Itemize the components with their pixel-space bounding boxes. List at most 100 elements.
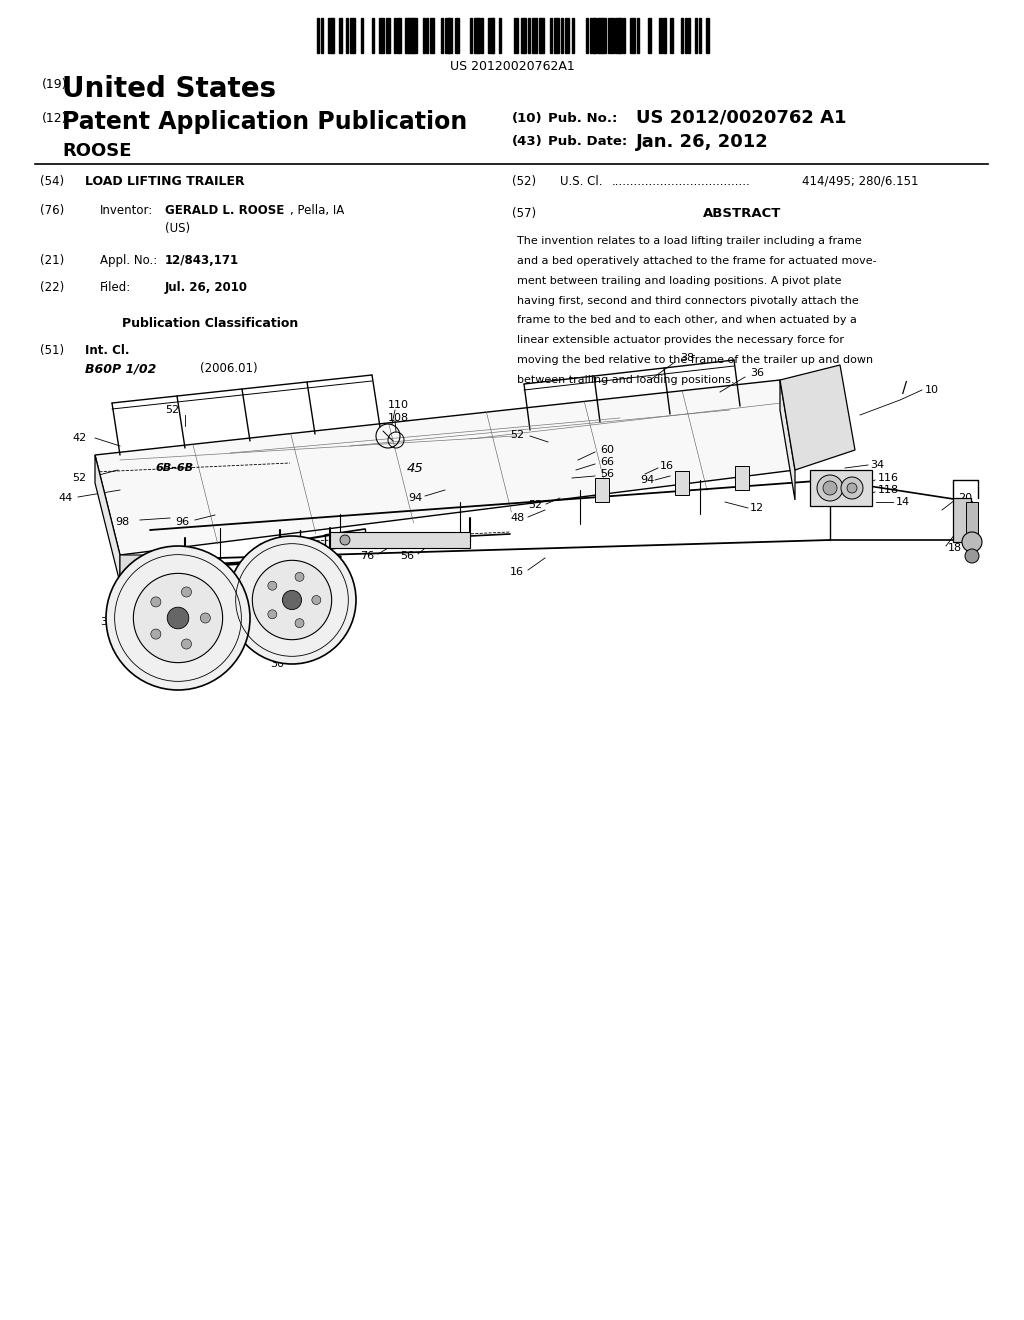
Text: 110: 110 <box>388 400 409 411</box>
Bar <box>659 18 662 53</box>
Bar <box>688 18 690 53</box>
Bar <box>386 18 390 53</box>
Text: 52: 52 <box>165 405 179 414</box>
Text: 44: 44 <box>58 492 73 503</box>
Text: 18: 18 <box>948 543 963 553</box>
Bar <box>670 18 673 53</box>
Text: Publication Classification: Publication Classification <box>122 317 298 330</box>
Bar <box>707 18 709 53</box>
Circle shape <box>268 610 276 619</box>
Bar <box>685 18 687 53</box>
Text: 52: 52 <box>528 500 542 510</box>
Text: .....................................: ..................................... <box>612 176 751 187</box>
Text: (52): (52) <box>512 176 537 187</box>
Text: B60P 1/02: B60P 1/02 <box>85 362 157 375</box>
Text: (22): (22) <box>40 281 65 294</box>
Bar <box>601 18 605 53</box>
Text: /: / <box>902 380 907 396</box>
Text: , Pella, IA: , Pella, IA <box>290 203 344 216</box>
Text: LOAD LIFTING TRAILER: LOAD LIFTING TRAILER <box>85 176 245 187</box>
Text: 118: 118 <box>878 484 899 495</box>
Bar <box>554 18 557 53</box>
Bar <box>648 18 650 53</box>
Bar <box>456 18 459 53</box>
Bar <box>412 18 417 53</box>
Bar <box>597 18 601 53</box>
Bar <box>663 18 667 53</box>
Polygon shape <box>95 380 795 554</box>
Text: GERALD L. ROOSE: GERALD L. ROOSE <box>165 203 285 216</box>
Bar <box>423 18 425 53</box>
Text: 98: 98 <box>115 517 129 527</box>
Bar <box>594 18 596 53</box>
Text: (21): (21) <box>40 255 65 267</box>
Text: 52: 52 <box>72 473 86 483</box>
Circle shape <box>151 597 161 607</box>
Text: 16: 16 <box>510 568 524 577</box>
Text: 34: 34 <box>870 459 884 470</box>
Text: 36: 36 <box>750 368 764 378</box>
Bar <box>514 18 518 53</box>
Bar <box>317 18 319 53</box>
Bar <box>330 532 470 548</box>
Text: Patent Application Publication: Patent Application Publication <box>62 110 467 135</box>
Circle shape <box>268 581 276 590</box>
Bar <box>810 470 872 506</box>
Text: 76: 76 <box>360 550 374 561</box>
Bar <box>531 18 537 53</box>
Text: Inventor:: Inventor: <box>100 203 154 216</box>
Text: 48: 48 <box>510 513 524 523</box>
Bar <box>637 18 639 53</box>
Text: 42: 42 <box>72 433 86 444</box>
Text: ROOSE: ROOSE <box>62 143 131 160</box>
Circle shape <box>167 607 188 628</box>
Text: Pub. No.:: Pub. No.: <box>548 112 617 125</box>
Text: United States: United States <box>62 75 276 103</box>
Text: 66: 66 <box>600 457 614 467</box>
Bar <box>474 18 478 53</box>
Circle shape <box>847 483 857 492</box>
Circle shape <box>151 630 161 639</box>
Bar <box>393 18 396 53</box>
Bar <box>620 18 622 53</box>
Bar <box>321 18 323 53</box>
Bar <box>953 498 971 543</box>
Text: 52: 52 <box>510 430 524 440</box>
Text: 10: 10 <box>925 385 939 395</box>
Bar <box>372 18 374 53</box>
Text: (54): (54) <box>40 176 65 187</box>
Text: 56: 56 <box>600 469 614 479</box>
Circle shape <box>841 477 863 499</box>
Bar <box>360 18 362 53</box>
Text: having first, second and third connectors pivotally attach the: having first, second and third connector… <box>517 296 859 306</box>
Text: U.S. Cl.: U.S. Cl. <box>560 176 602 187</box>
Circle shape <box>340 535 350 545</box>
Bar <box>681 18 683 53</box>
Bar <box>379 18 384 53</box>
Bar <box>470 18 472 53</box>
Bar <box>587 18 588 53</box>
Text: 45: 45 <box>407 462 423 474</box>
Bar <box>528 18 530 53</box>
Polygon shape <box>95 455 120 583</box>
Circle shape <box>283 590 302 610</box>
Text: (76): (76) <box>40 203 65 216</box>
Text: frame to the bed and to each other, and when actuated by a: frame to the bed and to each other, and … <box>517 315 857 326</box>
Circle shape <box>201 612 210 623</box>
Circle shape <box>133 573 222 663</box>
Bar <box>492 18 494 53</box>
Bar <box>675 471 689 495</box>
Bar <box>409 18 413 53</box>
Bar <box>332 18 335 53</box>
Circle shape <box>823 480 837 495</box>
Bar <box>615 18 621 53</box>
Bar <box>449 18 452 53</box>
Circle shape <box>106 546 250 690</box>
Bar <box>590 18 595 53</box>
Text: ABSTRACT: ABSTRACT <box>702 207 781 220</box>
Bar <box>611 18 614 53</box>
Text: US 20120020762A1: US 20120020762A1 <box>450 59 574 73</box>
Text: between trailing and loading positions.: between trailing and loading positions. <box>517 375 734 385</box>
Text: moving the bed relative to the frame of the trailer up and down: moving the bed relative to the frame of … <box>517 355 873 366</box>
Circle shape <box>295 573 304 581</box>
